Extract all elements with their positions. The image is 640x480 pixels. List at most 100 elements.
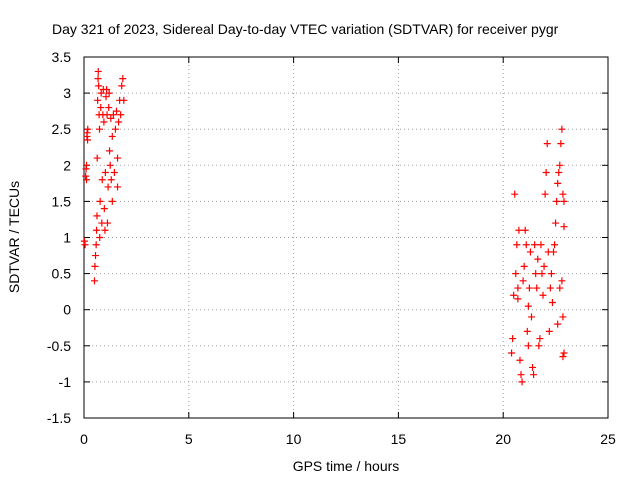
x-tick-label: 5	[185, 431, 193, 447]
data-point	[119, 75, 127, 83]
data-point	[111, 125, 119, 133]
data-point	[554, 179, 562, 187]
data-point	[546, 284, 554, 292]
data-point	[554, 320, 562, 328]
x-tick-label: 20	[495, 431, 511, 447]
chart-title: Day 321 of 2023, Sidereal Day-to-day VTE…	[52, 21, 559, 37]
data-point	[90, 277, 98, 285]
data-point	[514, 284, 522, 292]
data-point	[104, 183, 112, 191]
data-point	[96, 234, 104, 241]
data-point	[98, 176, 106, 184]
data-point	[527, 313, 535, 321]
data-point	[93, 226, 101, 234]
data-point	[555, 169, 563, 177]
data-point	[83, 176, 91, 184]
data-point	[552, 219, 560, 227]
data-point	[96, 197, 104, 205]
y-tick-label: -0.5	[47, 338, 71, 354]
data-point	[103, 219, 111, 227]
data-point	[94, 75, 102, 83]
data-point	[115, 118, 123, 126]
y-axis-label: SDTVAR / TECUs	[6, 181, 22, 293]
data-point	[110, 169, 118, 177]
data-point	[515, 226, 523, 234]
data-point	[559, 190, 567, 198]
axis-ticks	[83, 56, 609, 419]
data-point	[80, 237, 88, 245]
data-point	[95, 82, 103, 90]
series-late-segment	[508, 125, 568, 386]
data-point	[93, 212, 101, 220]
data-point	[509, 335, 517, 343]
data-point	[540, 262, 548, 270]
data-point	[560, 197, 568, 205]
data-marks	[80, 67, 568, 386]
data-point	[538, 270, 546, 278]
data-point	[93, 154, 101, 162]
y-tick-labels: -1.5 -1 -0.5 0 0.5 1 1.5 2 2.5 3 3.5	[47, 49, 71, 426]
data-point	[96, 125, 104, 133]
data-point	[109, 111, 117, 119]
x-tick-label: 15	[391, 431, 407, 447]
plot-frame	[83, 56, 609, 419]
data-point	[81, 241, 89, 249]
data-point	[556, 284, 564, 292]
data-point	[534, 255, 542, 263]
x-axis-label: GPS time / hours	[293, 458, 400, 474]
y-tick-label: 3.5	[52, 49, 72, 65]
data-point	[82, 172, 90, 180]
data-point	[557, 140, 565, 148]
data-point	[521, 226, 529, 234]
data-point	[107, 114, 115, 122]
data-point	[514, 295, 522, 303]
data-point	[519, 277, 527, 285]
y-tick-label: 3	[63, 85, 71, 101]
data-point	[529, 363, 537, 371]
data-point	[112, 107, 120, 115]
data-point	[114, 183, 122, 191]
data-point	[524, 342, 532, 350]
data-point	[543, 140, 551, 148]
data-point	[558, 277, 566, 285]
data-point	[513, 241, 521, 249]
y-tick-label: 1	[63, 230, 71, 246]
data-point	[547, 270, 555, 278]
data-point	[510, 291, 518, 299]
data-point	[106, 147, 114, 155]
data-point	[101, 226, 109, 234]
data-point	[114, 154, 122, 162]
data-point	[533, 284, 541, 292]
data-point	[536, 335, 544, 343]
data-point	[523, 327, 531, 335]
data-point	[107, 176, 115, 184]
data-point	[512, 270, 520, 278]
y-tick-label: 0	[63, 302, 71, 318]
data-point	[553, 197, 561, 205]
data-point	[542, 169, 550, 177]
y-tick-label: -1	[59, 374, 72, 390]
data-point	[108, 132, 116, 140]
data-point	[511, 190, 519, 198]
data-point	[520, 262, 528, 270]
data-point	[558, 125, 566, 133]
data-point	[83, 129, 91, 137]
data-point	[548, 298, 556, 306]
data-point	[508, 349, 516, 357]
data-point	[97, 104, 105, 112]
data-point	[531, 241, 539, 249]
data-point	[535, 342, 543, 350]
data-point	[92, 252, 100, 260]
data-point	[559, 353, 567, 361]
data-point	[530, 371, 538, 379]
data-point	[516, 356, 524, 364]
data-point	[106, 161, 114, 169]
data-point	[518, 378, 526, 386]
data-point	[525, 284, 533, 292]
y-tick-label: 2.5	[52, 121, 72, 137]
data-point	[522, 241, 530, 249]
data-point	[84, 125, 92, 133]
data-point	[550, 248, 558, 256]
data-point	[103, 111, 111, 119]
